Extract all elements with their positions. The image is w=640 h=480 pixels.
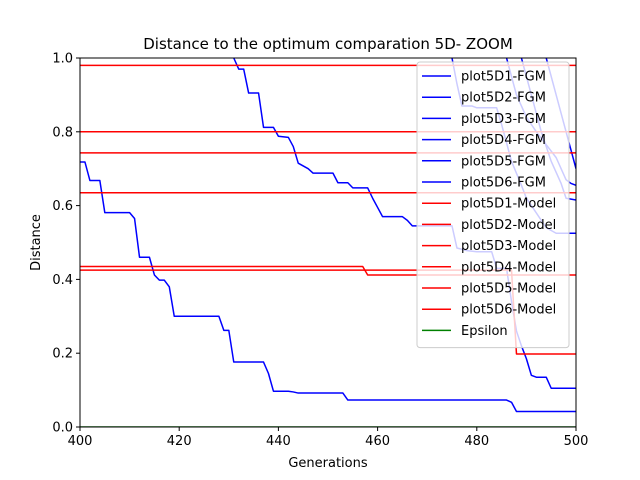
legend-label-plot5d3-fgm: plot5D3-FGM (461, 112, 546, 127)
y-tick-label: 0.0 (52, 421, 73, 436)
y-tick-label: 0.4 (52, 273, 73, 288)
y-tick-label: 1.0 (52, 52, 73, 67)
legend-label-plot5d5-model: plot5D5-Model (461, 282, 556, 297)
x-axis: 400 420 440 460 480 500 (68, 427, 589, 449)
legend-label-epsilon: Epsilon (461, 324, 508, 339)
legend-label-plot5d2-fgm: plot5D2-FGM (461, 91, 546, 106)
x-axis-label: Generations (288, 456, 368, 471)
y-axis: 0.0 0.2 0.4 0.6 0.8 1.0 (52, 52, 80, 436)
series-line-plot5d1-fgm (80, 161, 576, 413)
y-tick-label: 0.2 (52, 347, 73, 362)
x-tick-label: 420 (167, 434, 192, 449)
x-tick-label: 480 (464, 434, 489, 449)
x-tick-label: 460 (365, 434, 390, 449)
legend-label-plot5d4-model: plot5D4-Model (461, 260, 556, 275)
legend-label-plot5d1-model: plot5D1-Model (461, 197, 556, 212)
plot-frame (79, 57, 577, 428)
legend-label-plot5d5-fgm: plot5D5-FGM (461, 154, 546, 169)
chart-title: Distance to the optimum comparation 5D- … (143, 35, 513, 53)
legend: plot5D1-FGM plot5D2-FGM plot5D3-FGM plot5D4… (416, 61, 570, 349)
legend-label-plot5d2-model: plot5D2-Model (461, 218, 556, 233)
legend-label-plot5d3-model: plot5D3-Model (461, 239, 556, 254)
legend-label-plot5d4-fgm: plot5D4-FGM (461, 133, 546, 148)
legend-box (416, 61, 570, 349)
x-tick-label: 500 (564, 434, 589, 449)
legend-label-plot5d6-fgm: plot5D6-FGM (461, 176, 546, 191)
y-tick-label: 0.8 (52, 125, 73, 140)
legend-label-plot5d1-fgm: plot5D1-FGM (461, 70, 546, 85)
y-tick-label: 0.6 (52, 199, 73, 214)
legend-label-plot5d6-model: plot5D6-Model (461, 303, 556, 318)
y-axis-label: Distance (29, 214, 44, 271)
x-tick-label: 440 (266, 434, 291, 449)
x-tick-label: 400 (68, 434, 93, 449)
